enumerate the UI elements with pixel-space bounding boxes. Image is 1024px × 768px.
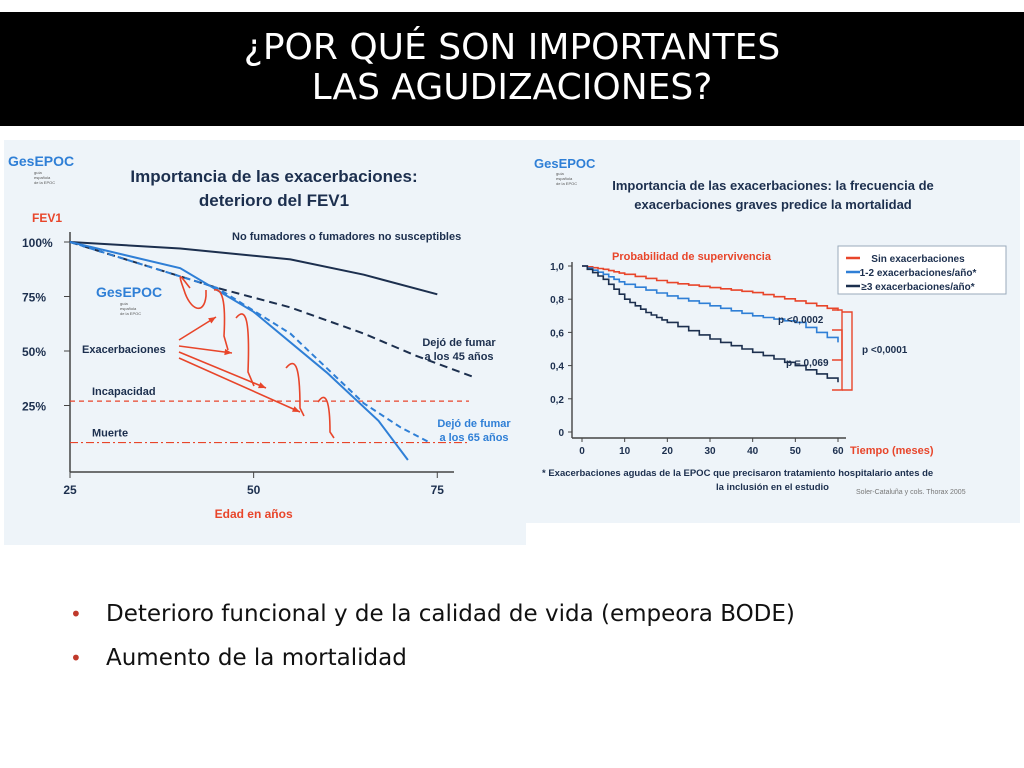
x-tick-label: 10 [619, 446, 631, 457]
y-tick-label: 1,0 [550, 262, 564, 273]
right-logo-sub-2: española [556, 176, 573, 181]
title-line-1: ¿POR QUÉ SON IMPORTANTES [243, 27, 781, 68]
y-tick-label: 100% [22, 236, 53, 250]
logo-sub-2: española [34, 175, 51, 180]
x-tick-label: 30 [704, 446, 716, 457]
logo-sub-1: guía [34, 170, 43, 175]
survival-subtitle: Probabilidad de supervivencia [612, 251, 772, 263]
footnote-line-2: la inclusión en el estudio [716, 482, 829, 493]
inset-logo-sub-3: de la EPOC [120, 311, 141, 316]
exacerbations-label: Exacerbaciones [82, 344, 166, 356]
x-axis-label: Edad en años [215, 507, 293, 521]
inset-logo-sub-2: española [120, 306, 137, 311]
right-logo-sub-3: de la EPOC [556, 181, 577, 186]
gesepoc-logo-left: GesEPOC guía española de la EPOC [8, 153, 74, 185]
fev1-series-line [69, 241, 431, 444]
bullet-item: • Aumento de la mortalidad [70, 636, 795, 680]
fev1-figure-background [4, 140, 526, 545]
y-tick-label: 75% [22, 291, 46, 305]
series-label: a los 65 años [439, 432, 508, 444]
p-value-label: p = 0,069 [786, 358, 829, 369]
y-tick-label: 0,8 [550, 295, 564, 306]
right-logo-sub-1: guía [556, 171, 565, 176]
p-value-label: p <0,0001 [862, 345, 908, 356]
exacerbation-spike [317, 396, 335, 439]
right-plot-area: 1,0 0,8 0,6 0,4 0,2 0 0 10 20 30 40 50 60 Tiempo (mes… [550, 245, 1007, 457]
fev1-series-line [69, 241, 409, 461]
exacerbation-spike [213, 289, 229, 351]
legend-box [837, 245, 1007, 295]
fev1-decline-figure: GesEPOC guía española de la EPOC GesEPOC… [4, 140, 526, 545]
bullet-icon: • [70, 602, 82, 626]
death-label: Muerte [92, 428, 128, 440]
x-axis-label: Tiempo (meses) [850, 445, 934, 457]
gesepoc-logo-inset: GesEPOC guía española de la EPOC [96, 284, 162, 316]
p-bracket [832, 329, 843, 391]
x-tick-label: 40 [747, 446, 759, 457]
series-label: No fumadores o fumadores no susceptibles [232, 231, 461, 243]
gesepoc-logo-right: GesEPOC guía española de la EPOC [534, 156, 596, 186]
incapacity-label: Incapacidad [92, 386, 156, 398]
x-tick-label: 0 [579, 446, 585, 457]
y-tick-label: 0,6 [550, 328, 564, 339]
exacerbation-spike [235, 313, 255, 387]
right-chart-title-line-1: Importancia de las exacerbaciones: la fr… [612, 178, 934, 193]
x-tick-label: 25 [63, 483, 77, 497]
right-logo-text: GesEPOC [534, 156, 596, 171]
source-citation: Soler-Cataluña y cols. Thorax 2005 [856, 489, 966, 496]
left-chart-title-line-1: Importancia de las exacerbaciones: [130, 167, 417, 186]
title-line-2: LAS AGUDIZACIONES? [311, 67, 713, 108]
legend-label: Sin exacerbaciones [871, 254, 965, 265]
logo-text: GesEPOC [8, 153, 74, 169]
x-tick-label: 50 [247, 483, 261, 497]
arrow-head [208, 317, 216, 324]
series-label: a los 45 años [424, 351, 493, 363]
left-plot-area: FEV1 100% 75% 50% 25% 25 50 75 Edad en años Incap… [22, 211, 511, 521]
p-bracket [842, 311, 853, 391]
fev1-series-line [69, 241, 438, 296]
y-axis-label: FEV1 [32, 211, 62, 225]
survival-figure: GesEPOC guía española de la EPOC Importa… [526, 140, 1020, 523]
survival-series-line [582, 265, 839, 343]
arrow-head [258, 382, 266, 389]
legend-label: ≥3 exacerbaciones/año* [861, 282, 974, 293]
bullet-icon: • [70, 646, 82, 670]
arrow-head [224, 348, 232, 356]
y-tick-label: 0,4 [550, 362, 564, 373]
inset-logo-text: GesEPOC [96, 284, 162, 300]
arrow-head [292, 406, 300, 412]
bullet-text: Deterioro funcional y de la calidad de v… [106, 601, 795, 627]
survival-series-line [582, 265, 839, 311]
survival-series-line [582, 265, 839, 383]
slide-title: ¿POR QUÉ SON IMPORTANTES LAS AGUDIZACION… [0, 12, 1024, 126]
bullet-text: Aumento de la mortalidad [106, 645, 407, 671]
inset-logo-sub-1: guía [120, 301, 129, 306]
exacerbation-arrow [178, 357, 301, 413]
x-tick-label: 20 [662, 446, 674, 457]
y-tick-label: 0,2 [550, 395, 564, 406]
bullet-list: • Deterioro funcional y de la calidad de … [70, 592, 795, 680]
p-value-label: p <0,0002 [778, 315, 824, 326]
x-tick-label: 75 [431, 483, 445, 497]
series-label: Dejó de fumar [437, 418, 511, 430]
bullet-item: • Deterioro funcional y de la calidad de … [70, 592, 795, 636]
exacerbation-arrow [178, 351, 267, 389]
series-label: Dejó de fumar [422, 337, 496, 349]
footnote-line-1: * Exacerbaciones agudas de la EPOC que p… [542, 468, 933, 479]
y-tick-label: 50% [22, 345, 46, 359]
x-tick-label: 60 [832, 446, 844, 457]
legend-label: 1-2 exacerbaciones/año* [860, 268, 977, 279]
y-tick-label: 25% [22, 400, 46, 414]
x-tick-label: 50 [790, 446, 802, 457]
survival-figure-background [526, 140, 1020, 523]
exacerbation-spike [179, 276, 207, 309]
right-chart-title-line-2: exacerbaciones graves predice la mortali… [634, 197, 912, 212]
exacerbation-spike [285, 362, 305, 417]
exacerbation-arrow [178, 345, 233, 354]
logo-sub-3: de la EPOC [34, 180, 55, 185]
y-tick-label: 0 [558, 428, 564, 439]
left-chart-title-line-2: deterioro del FEV1 [199, 191, 349, 210]
